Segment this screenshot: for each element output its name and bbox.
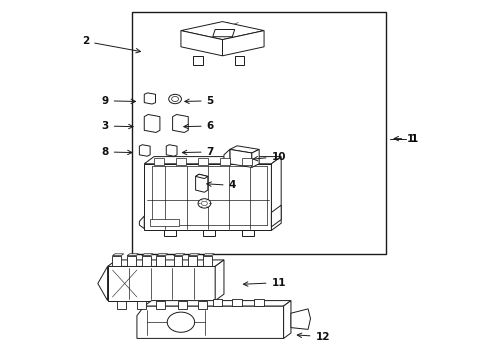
- Polygon shape: [203, 256, 211, 266]
- Polygon shape: [178, 301, 187, 309]
- Polygon shape: [232, 299, 242, 306]
- Polygon shape: [181, 22, 264, 40]
- Polygon shape: [188, 254, 199, 256]
- Bar: [198, 158, 207, 165]
- Text: 3: 3: [102, 121, 133, 131]
- Polygon shape: [142, 256, 150, 266]
- Polygon shape: [195, 174, 207, 192]
- Polygon shape: [242, 230, 254, 236]
- Text: 5: 5: [184, 96, 213, 106]
- Polygon shape: [173, 256, 182, 266]
- Polygon shape: [222, 31, 264, 56]
- Polygon shape: [139, 145, 150, 156]
- Polygon shape: [127, 256, 136, 266]
- Text: 2: 2: [82, 36, 140, 53]
- Polygon shape: [229, 146, 259, 153]
- Bar: [220, 158, 229, 165]
- Polygon shape: [203, 230, 215, 236]
- Polygon shape: [198, 301, 206, 309]
- Circle shape: [198, 199, 210, 208]
- Text: 1: 1: [410, 134, 417, 144]
- Polygon shape: [112, 254, 123, 256]
- Polygon shape: [283, 301, 290, 338]
- Polygon shape: [251, 149, 259, 167]
- Text: 10: 10: [253, 152, 285, 162]
- Polygon shape: [156, 256, 165, 266]
- Polygon shape: [144, 164, 271, 230]
- Polygon shape: [173, 254, 184, 256]
- Text: 4: 4: [206, 180, 236, 190]
- Polygon shape: [166, 145, 177, 156]
- Text: 8: 8: [102, 147, 132, 157]
- Polygon shape: [193, 56, 203, 65]
- Bar: [176, 158, 185, 165]
- Polygon shape: [229, 149, 251, 167]
- Polygon shape: [188, 256, 197, 266]
- Polygon shape: [142, 254, 153, 256]
- Bar: [154, 158, 163, 165]
- Polygon shape: [139, 216, 144, 229]
- Polygon shape: [137, 301, 145, 309]
- Text: 12: 12: [297, 332, 329, 342]
- Bar: [150, 219, 179, 226]
- Bar: [242, 158, 251, 165]
- Polygon shape: [144, 93, 155, 104]
- Polygon shape: [290, 309, 310, 329]
- Text: 6: 6: [183, 121, 213, 131]
- Polygon shape: [117, 301, 126, 309]
- Polygon shape: [172, 114, 188, 132]
- Polygon shape: [212, 299, 222, 306]
- Text: 9: 9: [102, 96, 135, 106]
- Polygon shape: [195, 174, 207, 179]
- Polygon shape: [224, 149, 229, 164]
- Polygon shape: [98, 266, 107, 301]
- Polygon shape: [144, 301, 290, 306]
- Circle shape: [168, 94, 181, 104]
- Polygon shape: [107, 266, 215, 301]
- Polygon shape: [163, 230, 176, 236]
- Polygon shape: [181, 31, 222, 56]
- Polygon shape: [156, 254, 167, 256]
- Polygon shape: [156, 301, 165, 309]
- Bar: [132, 12, 386, 254]
- Polygon shape: [127, 254, 138, 256]
- Text: 1: 1: [393, 134, 413, 144]
- Polygon shape: [107, 260, 224, 266]
- Polygon shape: [271, 157, 281, 230]
- Polygon shape: [271, 205, 281, 227]
- Text: 11: 11: [243, 278, 285, 288]
- Polygon shape: [212, 30, 234, 37]
- Polygon shape: [254, 299, 264, 306]
- Polygon shape: [215, 260, 224, 301]
- Polygon shape: [203, 254, 214, 256]
- Polygon shape: [112, 256, 121, 266]
- Polygon shape: [144, 157, 281, 164]
- Circle shape: [201, 201, 207, 206]
- Circle shape: [167, 312, 194, 332]
- Polygon shape: [137, 306, 283, 338]
- Polygon shape: [234, 56, 244, 65]
- Polygon shape: [144, 114, 160, 132]
- Text: 7: 7: [182, 147, 214, 157]
- Circle shape: [171, 96, 178, 102]
